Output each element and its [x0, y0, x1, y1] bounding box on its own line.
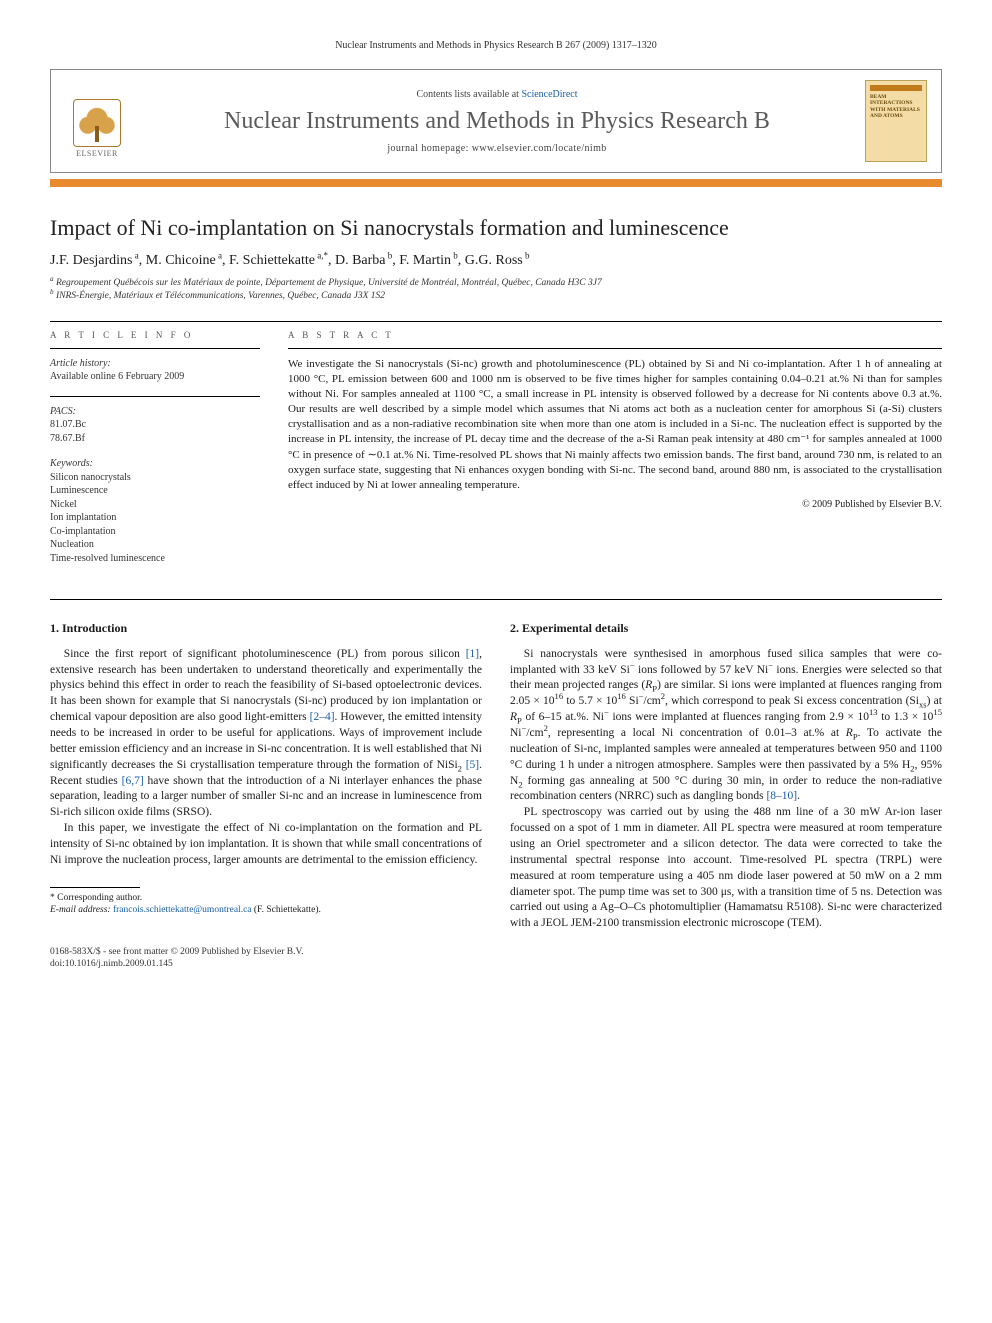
article-history-block: Article history: Available online 6 Febr…: [50, 357, 260, 384]
article-title: Impact of Ni co-implantation on Si nanoc…: [50, 215, 942, 241]
corresponding-author-footnote: * Corresponding author. E-mail address: …: [50, 892, 482, 917]
corr-email-link[interactable]: francois.schiettekatte@umontreal.ca: [113, 905, 252, 915]
corr-marker: *: [323, 250, 328, 260]
sciencedirect-link[interactable]: ScienceDirect: [521, 89, 577, 100]
pacs-value: 81.07.Bc: [50, 418, 260, 432]
divider: [288, 348, 942, 349]
keyword: Time-resolved luminescence: [50, 552, 260, 566]
keyword: Luminescence: [50, 484, 260, 498]
cover-text: BEAM INTERACTIONS WITH MATERIALS AND ATO…: [870, 94, 922, 119]
affiliation-b: b INRS-Énergie, Matériaux et Télécommuni…: [50, 290, 942, 303]
author: M. Chicoine: [146, 253, 216, 268]
section-heading: 1. Introduction: [50, 620, 482, 637]
citation-link[interactable]: [6,7]: [122, 775, 144, 787]
affiliation-text: Regroupement Québécois sur les Matériaux…: [56, 278, 602, 288]
author: F. Martin: [399, 253, 451, 268]
homepage-url[interactable]: www.elsevier.com/locate/nimb: [472, 143, 607, 154]
keyword: Nickel: [50, 498, 260, 512]
section-rule: [50, 599, 942, 600]
pacs-value: 78.67.Bf: [50, 432, 260, 446]
history-label: Article history:: [50, 357, 260, 371]
citation-link[interactable]: [8–10]: [766, 790, 797, 802]
article-info-row: A R T I C L E I N F O Article history: A…: [50, 321, 942, 578]
affiliations: a Regroupement Québécois sur les Matéria…: [50, 277, 942, 303]
keyword: Co-implantation: [50, 525, 260, 539]
contents-available-line: Contents lists available at ScienceDirec…: [143, 89, 851, 100]
article-info-column: A R T I C L E I N F O Article history: A…: [50, 330, 260, 578]
keywords-label: Keywords:: [50, 457, 260, 471]
contents-prefix: Contents lists available at: [416, 89, 521, 100]
running-header: Nuclear Instruments and Methods in Physi…: [50, 40, 942, 51]
abstract-column: A B S T R A C T We investigate the Si na…: [288, 330, 942, 578]
citation-link[interactable]: [2–4]: [310, 711, 335, 723]
body-columns: 1. Introduction Since the first report o…: [50, 620, 942, 932]
journal-name: Nuclear Instruments and Methods in Physi…: [143, 108, 851, 135]
footer-meta: 0168-583X/$ - see front matter © 2009 Pu…: [50, 946, 942, 971]
author: F. Schiettekatte: [229, 253, 315, 268]
aff-marker: b: [386, 250, 393, 260]
keyword: Silicon nanocrystals: [50, 471, 260, 485]
author: G.G. Ross: [465, 253, 523, 268]
paragraph: In this paper, we investigate the effect…: [50, 821, 482, 869]
section-experimental: 2. Experimental details Si nanocrystals …: [510, 620, 942, 932]
divider: [50, 396, 260, 397]
corr-email-who: (F. Schiettekatte).: [254, 905, 321, 915]
journal-banner: ELSEVIER Contents lists available at Sci…: [50, 69, 942, 173]
history-value: Available online 6 February 2009: [50, 370, 260, 384]
banner-center: Contents lists available at ScienceDirec…: [143, 89, 851, 154]
footnote-rule: [50, 887, 140, 888]
keywords-block: Keywords: Silicon nanocrystals Luminesce…: [50, 457, 260, 565]
abstract-text: We investigate the Si nanocrystals (Si-n…: [288, 357, 942, 494]
paragraph: Since the first report of significant ph…: [50, 647, 482, 821]
section-heading: 2. Experimental details: [510, 620, 942, 637]
email-label: E-mail address:: [50, 905, 111, 915]
divider: [50, 348, 260, 349]
affiliation-text: INRS-Énergie, Matériaux et Télécommunica…: [56, 291, 385, 301]
abstract-copyright: © 2009 Published by Elsevier B.V.: [288, 499, 942, 510]
aff-marker: b: [523, 250, 530, 260]
section-introduction: 1. Introduction Since the first report o…: [50, 620, 482, 869]
aff-marker: a: [216, 250, 222, 260]
journal-cover-thumb: BEAM INTERACTIONS WITH MATERIALS AND ATO…: [865, 80, 927, 162]
citation-link[interactable]: [1]: [466, 648, 479, 660]
pacs-label: PACS:: [50, 405, 260, 419]
abstract-heading: A B S T R A C T: [288, 330, 942, 340]
doi-line: doi:10.1016/j.nimb.2009.01.145: [50, 958, 942, 970]
elsevier-wordmark: ELSEVIER: [76, 149, 118, 158]
author: D. Barba: [335, 253, 386, 268]
paragraph: PL spectroscopy was carried out by using…: [510, 805, 942, 932]
citation-link[interactable]: [5]: [466, 759, 479, 771]
elsevier-logo: ELSEVIER: [65, 84, 129, 158]
aff-marker: a: [133, 250, 139, 260]
article-info-heading: A R T I C L E I N F O: [50, 330, 260, 340]
keyword: Nucleation: [50, 538, 260, 552]
issn-line: 0168-583X/$ - see front matter © 2009 Pu…: [50, 946, 942, 958]
author-list: J.F. Desjardins a, M. Chicoine a, F. Sch…: [50, 253, 942, 269]
journal-homepage-line: journal homepage: www.elsevier.com/locat…: [143, 143, 851, 154]
elsevier-tree-icon: [73, 99, 121, 147]
homepage-prefix: journal homepage:: [387, 143, 471, 154]
paragraph: Si nanocrystals were synthesised in amor…: [510, 647, 942, 806]
author: J.F. Desjardins: [50, 253, 133, 268]
affiliation-a: a Regroupement Québécois sur les Matéria…: [50, 277, 942, 290]
cover-stripe-icon: [870, 85, 922, 91]
keyword: Ion implantation: [50, 511, 260, 525]
aff-marker: b: [451, 250, 458, 260]
corr-label: * Corresponding author.: [50, 892, 482, 904]
pacs-block: PACS: 81.07.Bc 78.67.Bf: [50, 405, 260, 446]
orange-rule: [50, 179, 942, 187]
